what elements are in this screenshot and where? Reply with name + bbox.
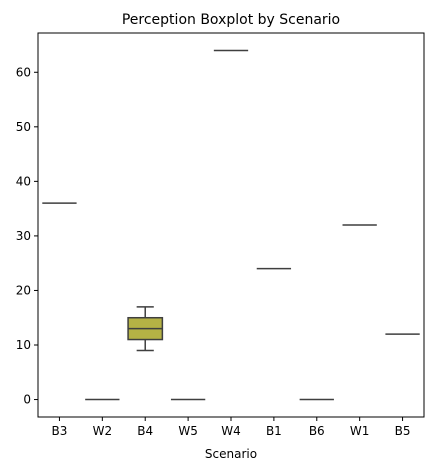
x-axis: B3 W2 B4 W5 W4 B1 B6 W1 B5 [52,417,411,438]
y-tick-label: 20 [16,283,31,297]
x-tick-label: B1 [266,424,282,438]
x-tick-label: W5 [178,424,198,438]
y-tick-label: 60 [16,65,31,79]
chart-title: Perception Boxplot by Scenario [122,12,340,28]
boxes-group [42,49,420,401]
x-tick-label: B3 [52,424,68,438]
x-tick-label: B4 [137,424,153,438]
box-B4 [127,306,164,352]
x-tick-label: W4 [221,424,241,438]
y-axis: 0 10 20 30 40 50 60 [16,65,38,407]
x-tick-label: W2 [93,424,113,438]
y-tick-label: 40 [16,174,31,188]
x-tick-label: B5 [395,424,411,438]
y-tick-label: 30 [16,229,31,243]
x-axis-label: Scenario [205,447,257,461]
y-tick-label: 50 [16,120,31,134]
x-tick-label: W1 [350,424,370,438]
y-tick-label: 10 [16,338,31,352]
x-tick-label: B6 [309,424,325,438]
y-tick-label: 0 [23,393,31,407]
